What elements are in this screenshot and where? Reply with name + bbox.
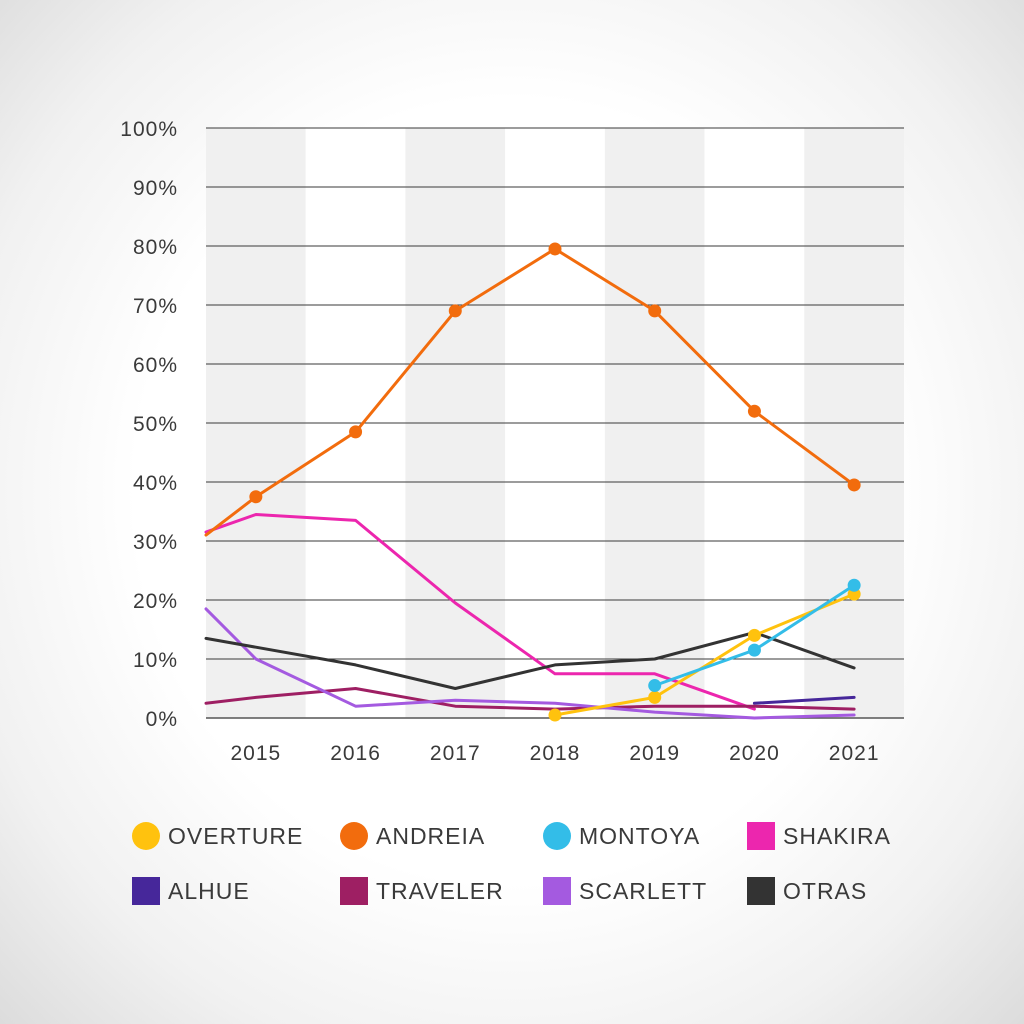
legend-label: OVERTURE: [168, 823, 303, 849]
data-point: [847, 478, 861, 492]
y-tick-label: 90%: [133, 177, 178, 200]
y-tick-label: 0%: [146, 708, 178, 731]
legend-label: SCARLETT: [579, 878, 707, 904]
series-scarlett: [204, 607, 856, 720]
series-line: [204, 513, 756, 711]
series-lines: [204, 242, 861, 722]
series-montoya: [648, 578, 861, 693]
series-shakira: [204, 513, 756, 711]
x-tick-label: 2016: [330, 742, 381, 765]
y-tick-label: 80%: [133, 236, 178, 259]
legend-item: SCARLETT: [543, 877, 707, 905]
legend-label: TRAVELER: [376, 878, 504, 904]
legend-label: OTRAS: [783, 878, 867, 904]
series-line: [752, 695, 856, 705]
legend-marker-square: [747, 877, 775, 905]
series-alhue: [752, 695, 856, 705]
series-otras: [204, 631, 856, 690]
series-line: [204, 607, 856, 720]
x-tick-label: 2015: [230, 742, 281, 765]
data-point: [648, 690, 662, 704]
data-point: [747, 404, 761, 418]
legend-label: ALHUE: [168, 878, 250, 904]
legend-marker-square: [132, 877, 160, 905]
y-tick-label: 10%: [133, 649, 178, 672]
y-tick-label: 100%: [120, 118, 178, 141]
series-andreia: [204, 242, 861, 537]
data-point: [648, 679, 662, 693]
legend-marker-square: [747, 822, 775, 850]
data-point: [747, 643, 761, 657]
legend-label: ANDREIA: [376, 823, 485, 849]
legend-marker-circle: [340, 822, 368, 850]
legend-label: SHAKIRA: [783, 823, 891, 849]
legend-item: OVERTURE: [132, 822, 303, 850]
legend-item: ALHUE: [132, 877, 250, 905]
series-line: [204, 631, 856, 690]
y-axis: 0% 10% 20% 30% 40% 50% 60% 70% 80% 90% 100%: [120, 118, 178, 731]
x-axis: 2015 2016 2017 2018 2019 2020 2021: [230, 742, 880, 765]
legend-marker-circle: [543, 822, 571, 850]
series-traveler: [204, 687, 856, 711]
legend-marker-circle: [132, 822, 160, 850]
legend: OVERTURE ANDREIA MONTOYA SHAKIRA ALHUE TRAVEL…: [132, 822, 891, 905]
data-point: [847, 578, 861, 592]
data-point: [747, 628, 761, 642]
x-tick-label: 2021: [829, 742, 880, 765]
legend-label: MONTOYA: [579, 823, 700, 849]
data-point: [249, 490, 263, 504]
y-tick-label: 20%: [133, 590, 178, 613]
y-tick-label: 50%: [133, 413, 178, 436]
y-tick-label: 40%: [133, 472, 178, 495]
data-point: [548, 708, 562, 722]
legend-item: SHAKIRA: [747, 822, 891, 850]
x-tick-label: 2020: [729, 742, 780, 765]
legend-item: MONTOYA: [543, 822, 700, 850]
legend-marker-square: [340, 877, 368, 905]
series-line: [204, 247, 856, 537]
x-tick-label: 2017: [430, 742, 481, 765]
legend-marker-square: [543, 877, 571, 905]
y-tick-label: 70%: [133, 295, 178, 318]
legend-item: OTRAS: [747, 877, 867, 905]
y-tick-label: 60%: [133, 354, 178, 377]
data-point: [548, 242, 562, 256]
y-tick-label: 30%: [133, 531, 178, 554]
series-line: [204, 687, 856, 711]
data-point: [448, 304, 462, 318]
legend-item: TRAVELER: [340, 877, 504, 905]
legend-item: ANDREIA: [340, 822, 485, 850]
x-tick-label: 2019: [629, 742, 680, 765]
x-tick-label: 2018: [530, 742, 581, 765]
data-point: [648, 304, 662, 318]
data-point: [349, 425, 363, 439]
